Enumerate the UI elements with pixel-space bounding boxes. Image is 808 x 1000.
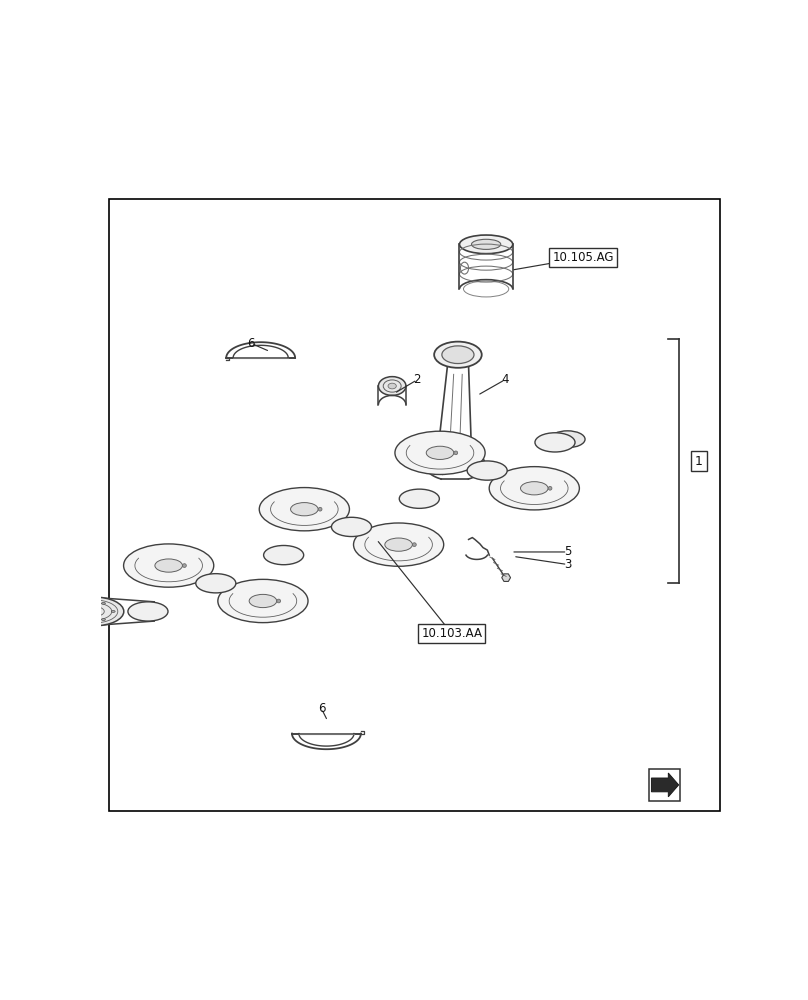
Ellipse shape bbox=[263, 545, 304, 565]
Ellipse shape bbox=[399, 489, 440, 508]
Ellipse shape bbox=[82, 602, 86, 604]
Circle shape bbox=[277, 599, 280, 603]
Text: 6: 6 bbox=[247, 337, 255, 350]
Text: 4: 4 bbox=[501, 373, 509, 386]
Circle shape bbox=[413, 543, 416, 547]
Ellipse shape bbox=[102, 602, 105, 604]
Text: 10.103.AA: 10.103.AA bbox=[421, 627, 482, 640]
Text: 2: 2 bbox=[414, 373, 421, 386]
Ellipse shape bbox=[467, 461, 507, 480]
Circle shape bbox=[318, 507, 322, 511]
Ellipse shape bbox=[82, 619, 86, 621]
Ellipse shape bbox=[489, 467, 579, 510]
Text: 1: 1 bbox=[695, 455, 703, 468]
Ellipse shape bbox=[520, 482, 548, 495]
Ellipse shape bbox=[112, 611, 116, 612]
Ellipse shape bbox=[218, 579, 308, 623]
Ellipse shape bbox=[196, 574, 236, 593]
Polygon shape bbox=[651, 773, 679, 797]
Ellipse shape bbox=[70, 608, 90, 615]
Text: 5: 5 bbox=[564, 545, 571, 558]
Ellipse shape bbox=[434, 342, 482, 368]
Bar bbox=[649, 769, 680, 801]
Ellipse shape bbox=[124, 544, 214, 587]
Polygon shape bbox=[502, 574, 511, 581]
Ellipse shape bbox=[395, 431, 485, 474]
Ellipse shape bbox=[442, 346, 474, 364]
Circle shape bbox=[183, 564, 187, 567]
Ellipse shape bbox=[378, 377, 406, 395]
Circle shape bbox=[454, 451, 457, 455]
Ellipse shape bbox=[550, 431, 585, 448]
Ellipse shape bbox=[259, 488, 349, 531]
Ellipse shape bbox=[460, 235, 513, 254]
Ellipse shape bbox=[385, 538, 412, 551]
Text: 10.105.AG: 10.105.AG bbox=[553, 251, 614, 264]
Text: 3: 3 bbox=[564, 558, 571, 571]
Ellipse shape bbox=[535, 433, 575, 452]
Ellipse shape bbox=[102, 619, 105, 621]
Ellipse shape bbox=[354, 523, 444, 566]
Ellipse shape bbox=[73, 611, 76, 612]
Ellipse shape bbox=[249, 594, 276, 608]
Circle shape bbox=[548, 486, 552, 490]
Ellipse shape bbox=[155, 559, 183, 572]
Ellipse shape bbox=[472, 239, 501, 249]
Ellipse shape bbox=[128, 602, 168, 621]
Ellipse shape bbox=[427, 446, 454, 459]
Ellipse shape bbox=[291, 503, 318, 516]
Ellipse shape bbox=[331, 517, 372, 537]
Text: 6: 6 bbox=[318, 702, 325, 715]
Ellipse shape bbox=[64, 597, 124, 626]
Ellipse shape bbox=[388, 383, 396, 389]
